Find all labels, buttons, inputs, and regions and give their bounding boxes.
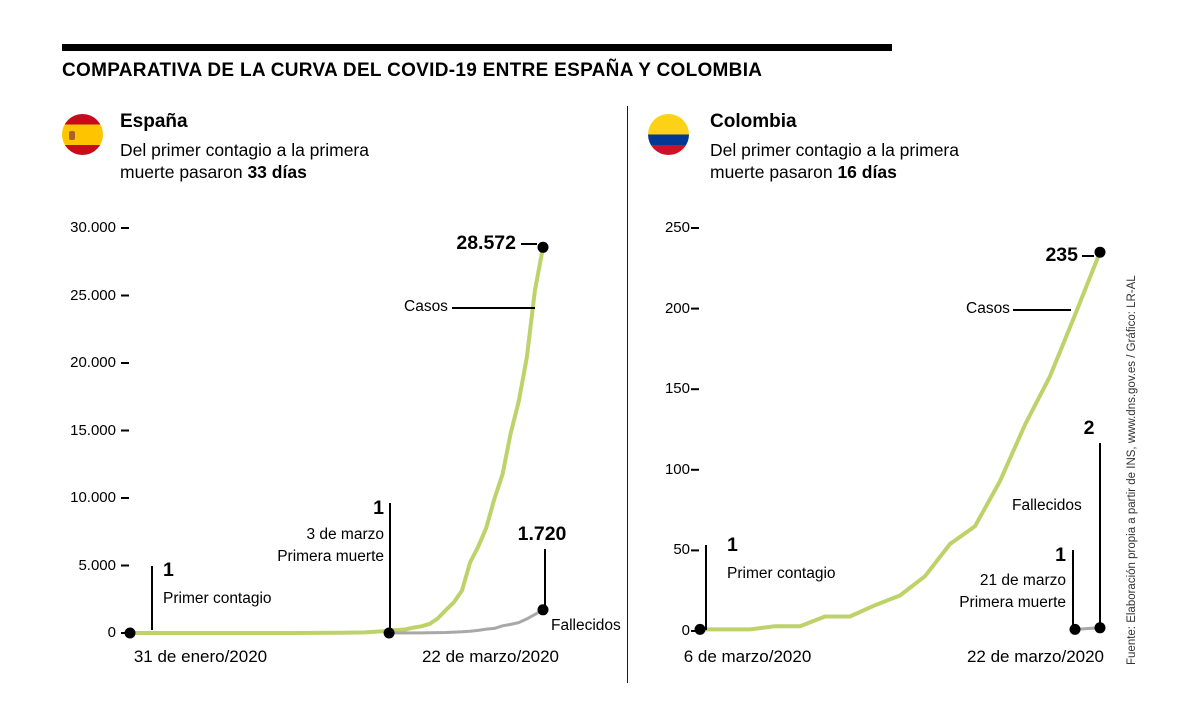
desc-days-spain: 33 días <box>247 162 307 182</box>
y-tick-label: 15.000 <box>70 421 116 439</box>
country-name-colombia: Colombia <box>710 111 797 132</box>
colombia-flag-icon <box>648 114 689 155</box>
final-casos-value-colombia: 235 <box>1045 244 1078 266</box>
fallecidos-series-label-spain: Fallecidos <box>551 617 621 634</box>
final-fallecidos-marker-colombia <box>1099 443 1101 624</box>
desc-line2-colombia: muerte pasaron <box>710 162 833 182</box>
y-axis-labels-spain: 0 5.000 10.000 15.000 20.000 25.000 30.000 <box>40 219 116 641</box>
y-axis-labels-colombia: 0 50 100 150 200 250 <box>630 219 690 639</box>
desc-line2-spain: muerte pasaron <box>120 162 243 182</box>
casos-series-label-spain: Casos <box>404 298 448 315</box>
panel-description-colombia: Del primer contagio a la primera muerte … <box>710 139 959 183</box>
x-axis-end-label-colombia: 22 de marzo/2020 <box>966 647 1105 666</box>
final-fallecidos-value-spain: 1.720 <box>517 523 567 545</box>
y-tick-label: 50 <box>673 541 690 559</box>
final-fallecidos-value-colombia: 2 <box>1083 417 1095 439</box>
first-death-label-colombia: Primera muerte <box>959 594 1066 611</box>
panel-divider <box>627 106 628 683</box>
desc-line1-colombia: Del primer contagio a la primera <box>710 140 959 160</box>
first-death-marker-colombia <box>1072 550 1074 628</box>
y-tick-label: 10.000 <box>70 489 116 506</box>
y-tick-label: 0 <box>681 622 690 639</box>
first-case-marker-colombia <box>705 545 707 630</box>
y-tick-label: 20.000 <box>70 354 116 371</box>
y-tick-label: 0 <box>107 624 116 641</box>
first-case-value-colombia: 1 <box>727 534 738 556</box>
y-tick-label: 150 <box>664 380 690 398</box>
first-death-marker-spain <box>389 503 391 630</box>
spain-flag-icon <box>62 114 103 155</box>
desc-line1-spain: Del primer contagio a la primera <box>120 140 369 160</box>
first-case-value-spain: 1 <box>163 559 174 581</box>
line-chart-colombia <box>691 227 1106 635</box>
spain-coat-of-arms-icon <box>69 131 75 140</box>
panel-description-spain: Del primer contagio a la primera muerte … <box>120 139 369 183</box>
page-title: COMPARATIVA DE LA CURVA DEL COVID-19 ENT… <box>62 60 763 81</box>
country-name-spain: España <box>120 111 188 132</box>
final-casos-connector-spain <box>521 243 537 245</box>
y-tick-label: 5.000 <box>78 556 116 574</box>
y-tick-label: 30.000 <box>70 219 116 236</box>
y-tick-label: 200 <box>664 299 690 317</box>
casos-series-label-colombia: Casos <box>966 300 1010 317</box>
first-death-value-colombia: 1 <box>1055 544 1066 566</box>
fallecidos-series-label-colombia: Fallecidos <box>1012 497 1082 514</box>
x-axis-start-label-spain: 31 de enero/2020 <box>133 647 268 666</box>
casos-connector-spain <box>452 307 535 309</box>
first-death-value-spain: 1 <box>373 497 384 519</box>
y-tick-label: 100 <box>664 460 690 478</box>
first-case-label-colombia: Primer contagio <box>727 565 836 582</box>
x-axis-start-label-colombia: 6 de marzo/2020 <box>683 647 812 666</box>
title-bar <box>62 44 892 51</box>
first-case-marker-spain <box>151 566 153 630</box>
casos-connector-colombia <box>1013 309 1071 311</box>
line-chart-spain <box>121 227 549 639</box>
first-case-label-spain: Primer contagio <box>163 590 272 607</box>
final-casos-value-spain: 28.572 <box>456 232 516 254</box>
final-casos-connector-colombia <box>1082 255 1094 257</box>
first-death-date-colombia: 21 de marzo <box>979 572 1066 589</box>
first-death-date-spain: 3 de marzo <box>306 526 384 543</box>
final-fallecidos-marker-spain <box>544 549 546 606</box>
desc-days-colombia: 16 días <box>837 162 897 182</box>
source-credit: Fuente: Elaboración propia a partir de I… <box>1126 275 1138 665</box>
first-death-label-spain: Primera muerte <box>277 548 384 565</box>
y-tick-label: 25.000 <box>70 286 116 304</box>
y-tick-label: 250 <box>664 219 690 236</box>
x-axis-end-label-spain: 22 de marzo/2020 <box>421 647 560 666</box>
